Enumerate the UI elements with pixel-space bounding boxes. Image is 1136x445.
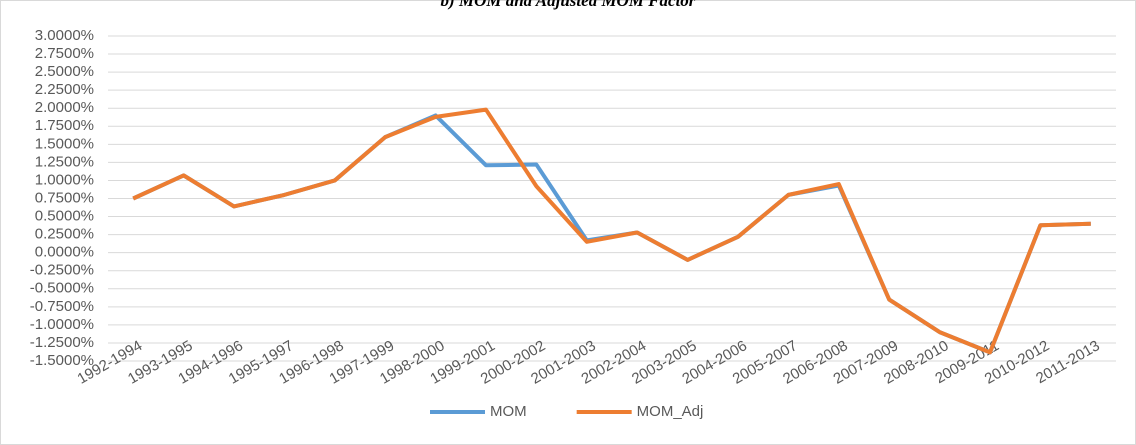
y-tick-label: 3.0000% [35, 27, 94, 44]
y-tick-label: 1.0000% [35, 171, 94, 188]
legend-label: MOM [490, 403, 527, 420]
y-tick-label: 2.7500% [35, 45, 94, 62]
y-tick-label: 2.2500% [35, 81, 94, 98]
y-tick-label: 1.2500% [35, 153, 94, 170]
line-series [132, 107, 1091, 355]
y-tick-label: 2.5000% [35, 63, 94, 80]
y-tick-label: 2.0000% [35, 99, 94, 116]
y-tick-label: -1.2500% [30, 334, 94, 351]
y-tick-label: 0.2500% [35, 226, 94, 243]
legend-label: MOM_Adj [637, 403, 704, 420]
y-tick-label: -1.0000% [30, 316, 94, 333]
y-tick-label: 0.5000% [35, 208, 94, 225]
y-tick-label: 0.7500% [35, 189, 94, 206]
y-tick-label: 0.0000% [35, 244, 94, 261]
y-tick-label: -0.7500% [30, 298, 94, 315]
y-tick-label: 1.7500% [35, 117, 94, 134]
y-tick-label: -1.5000% [30, 352, 94, 369]
y-tick-label: 1.5000% [35, 135, 94, 152]
chart-title: b) MOM and Adjusted MOM Factor [441, 0, 696, 10]
y-tick-label: -0.2500% [30, 262, 94, 279]
y-tick-label: -0.5000% [30, 280, 94, 297]
